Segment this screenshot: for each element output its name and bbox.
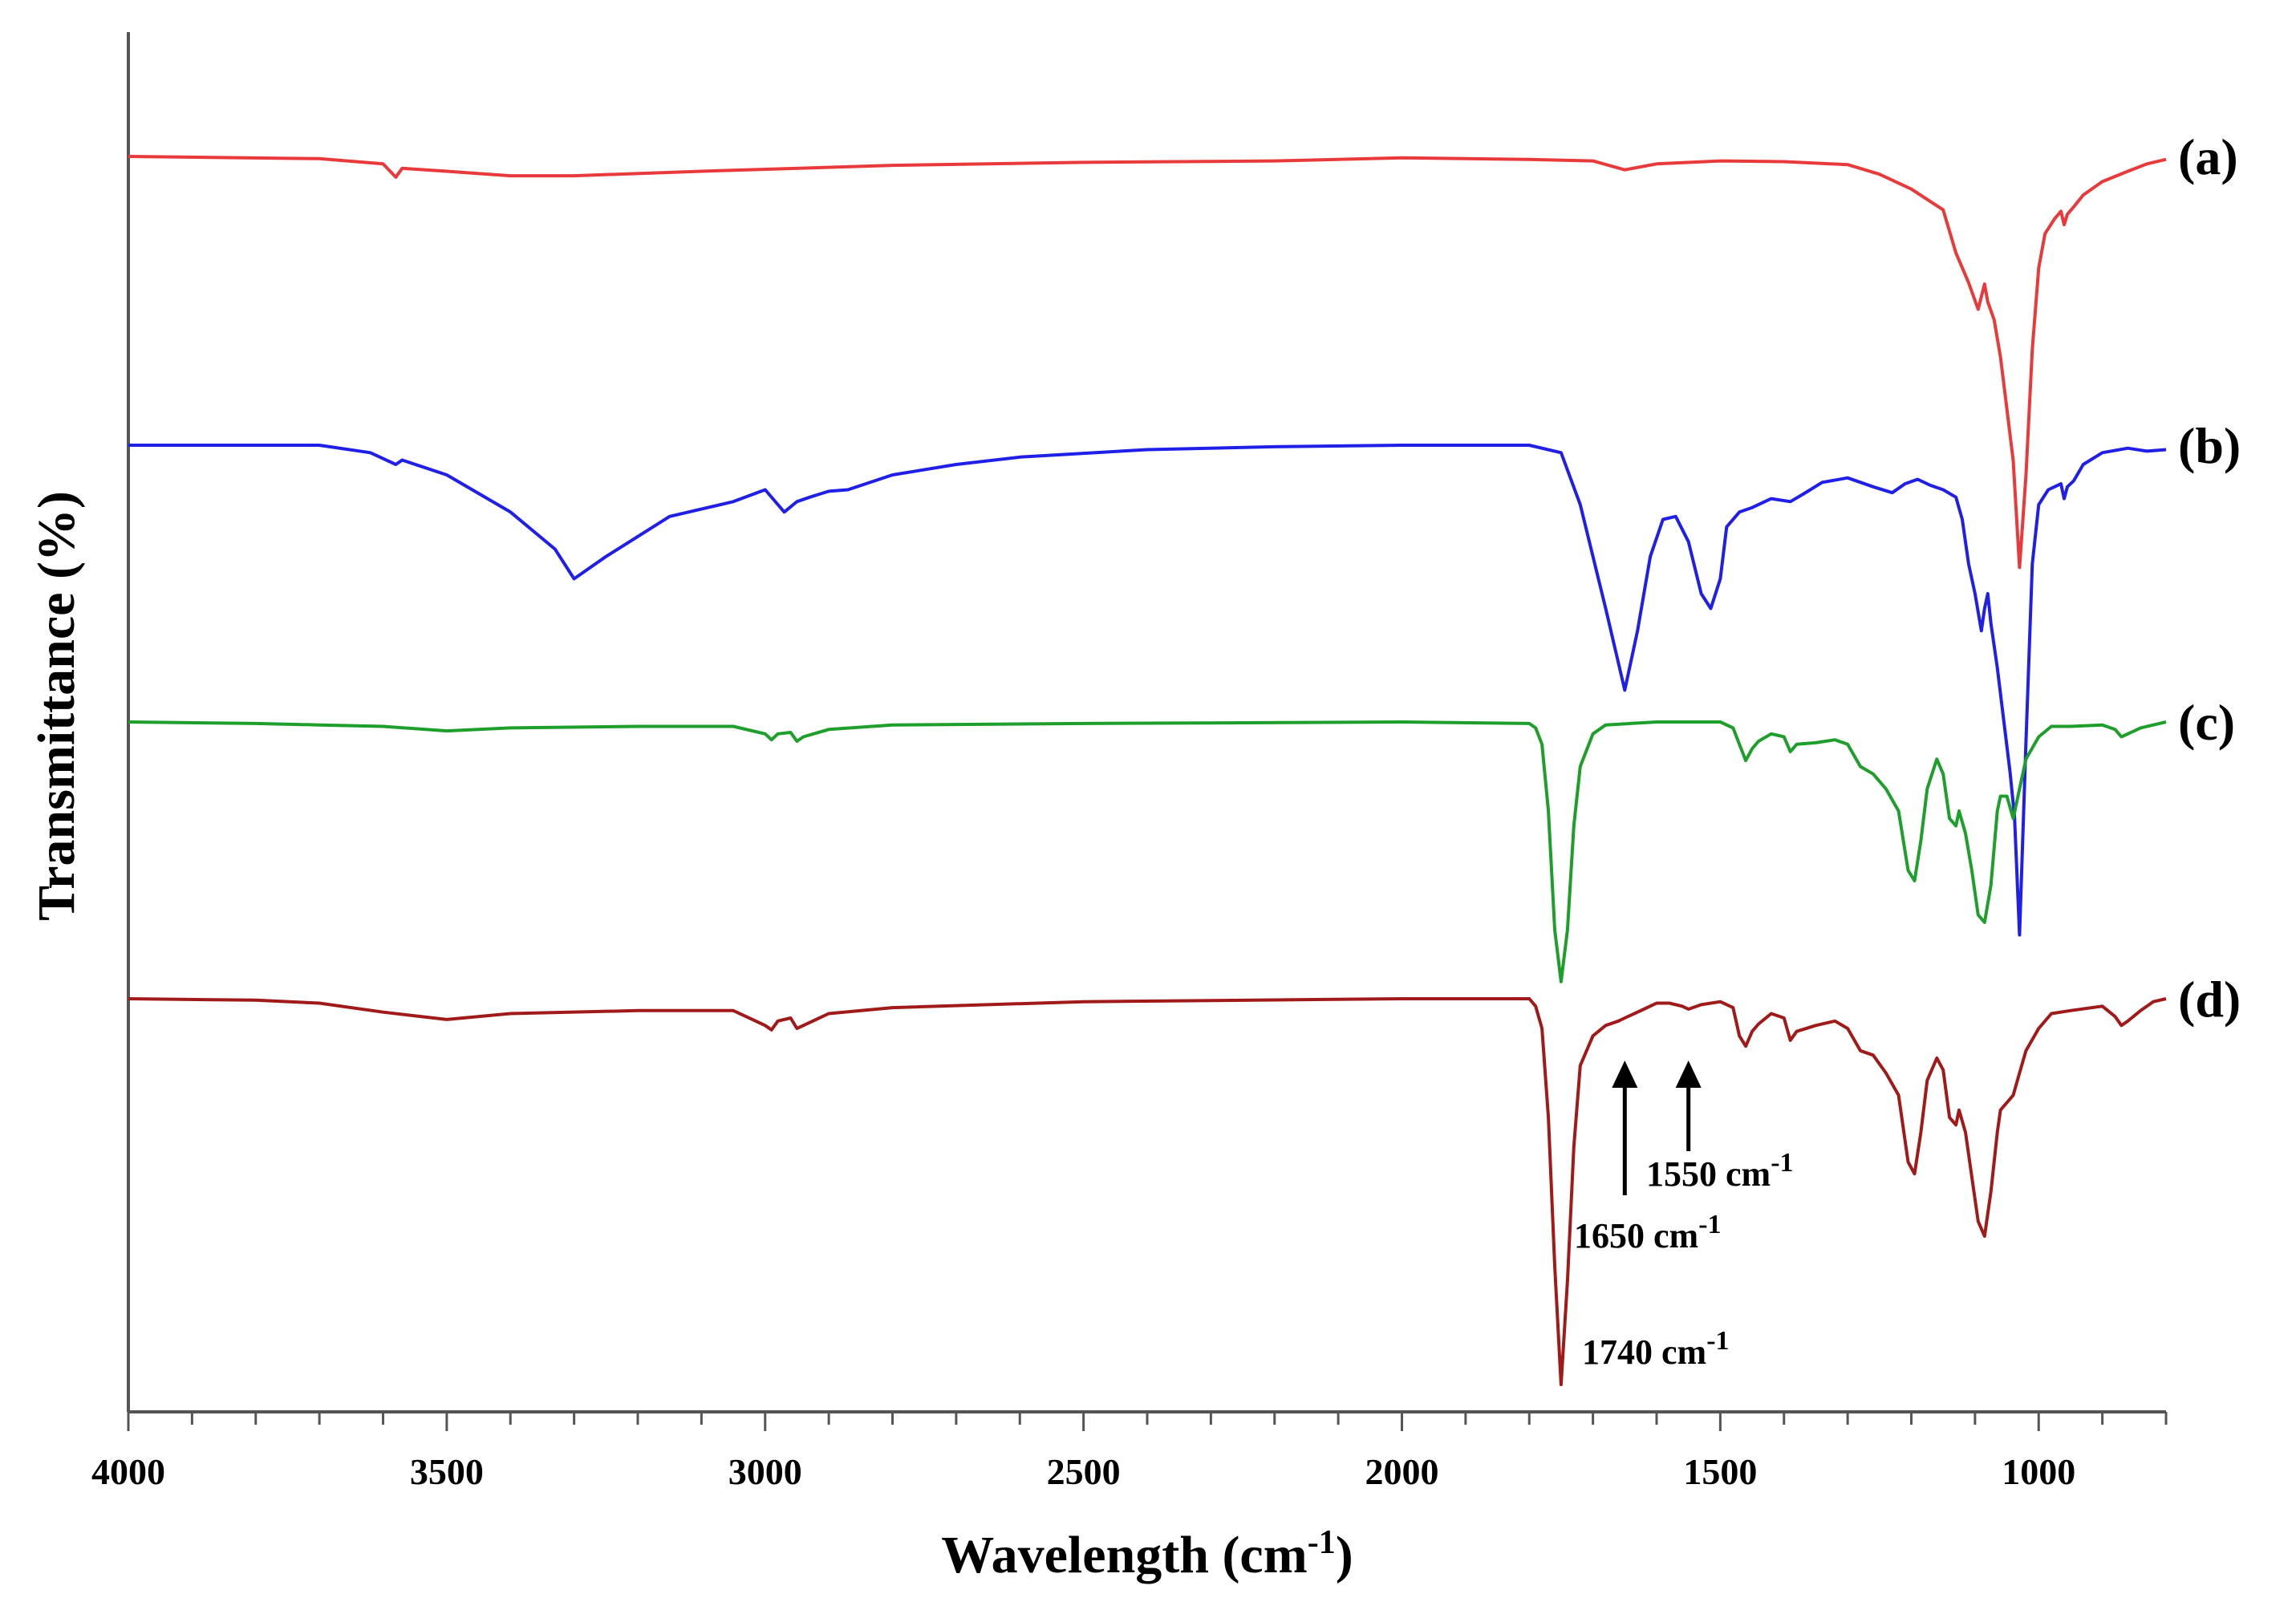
series-line-b [128, 444, 2167, 937]
series-line-c [128, 720, 2167, 983]
series-label-a: (a) [2178, 128, 2238, 185]
series-label-c: (c) [2178, 694, 2235, 751]
x-axis-tick-labels: 4000 3500 3000 2500 2000 1500 1000 [91, 1451, 2075, 1492]
series-label-d: (d) [2178, 971, 2241, 1028]
y-axis-title: Transmittance (%) [27, 491, 86, 921]
peak-annotations: 1740 cm-1 1650 cm-1 1550 cm-1 [1574, 1148, 1794, 1372]
x-tick-label: 3000 [728, 1451, 802, 1492]
x-tick-label: 4000 [91, 1451, 165, 1492]
x-axis-title-sup: -1 [1308, 1524, 1336, 1561]
series-label-b: (b) [2178, 417, 2241, 474]
x-tick-label: 1500 [1683, 1451, 1757, 1492]
peak-annotation: 1650 cm-1 [1574, 1210, 1722, 1255]
arrow-head [1675, 1061, 1702, 1088]
x-tick-label: 2500 [1047, 1451, 1121, 1492]
x-axis-ticks [127, 1412, 2168, 1431]
series-labels: (a) (b) (c) (d) [2178, 128, 2241, 1028]
x-tick-label: 1000 [2002, 1451, 2075, 1492]
x-tick-label: 3500 [410, 1451, 484, 1492]
x-tick-label: 2000 [1365, 1451, 1439, 1492]
x-axis-title-close: ) [1336, 1526, 1353, 1584]
peak-annotation: 1550 cm-1 [1646, 1148, 1794, 1194]
series-line-d [128, 997, 2167, 1386]
x-axis-title: Wavelength (cm-1) [941, 1524, 1353, 1584]
arrow-head [1612, 1061, 1638, 1088]
series-line-a [128, 155, 2167, 570]
peak-annotation: 1740 cm-1 [1582, 1326, 1730, 1372]
peak-arrows [1612, 1061, 1702, 1195]
spectra [128, 155, 2167, 1386]
